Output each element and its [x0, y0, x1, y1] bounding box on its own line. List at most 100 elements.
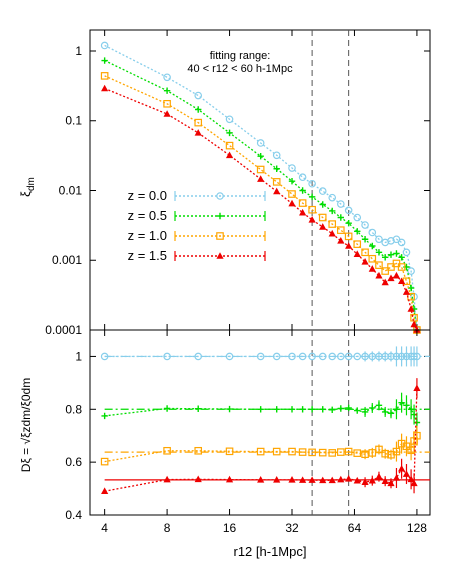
data-point [337, 475, 345, 483]
data-point [288, 352, 296, 361]
data-point [354, 228, 361, 235]
data-point [368, 265, 376, 272]
data-point [101, 84, 109, 92]
data-point [387, 352, 395, 361]
data-point [328, 352, 337, 361]
bot-frame [89, 329, 431, 516]
data-point [361, 236, 369, 243]
data-point [353, 250, 361, 258]
data-point [308, 179, 316, 188]
data-point [308, 476, 316, 483]
data-point [375, 271, 383, 279]
legend-label: z = 1.5 [128, 248, 167, 263]
data-point [101, 412, 108, 420]
series-line [104, 401, 418, 423]
data-point [163, 405, 171, 412]
xtick-label: 16 [223, 521, 237, 535]
data-point [337, 405, 345, 412]
data-point [273, 165, 280, 172]
xtick-label: 128 [407, 521, 427, 535]
data-point [345, 242, 353, 249]
legend-label: z = 0.0 [128, 188, 167, 203]
data-point [381, 267, 389, 275]
data-point [387, 410, 395, 417]
data-point [344, 447, 353, 456]
data-point [257, 476, 265, 483]
data-point [195, 106, 202, 113]
data-point [397, 263, 406, 271]
ytick-label: 0.001 [52, 253, 82, 267]
data-point [328, 449, 337, 457]
data-point [298, 448, 307, 456]
data-point [288, 199, 296, 207]
data-point [345, 404, 352, 412]
data-point [387, 274, 395, 282]
data-point [194, 352, 203, 361]
series-3 [101, 378, 430, 495]
data-point [257, 175, 265, 182]
data-point [194, 91, 203, 100]
data-point [375, 445, 383, 454]
data-point [407, 305, 415, 312]
data-point [368, 228, 377, 237]
data-point [328, 476, 336, 484]
data-point [288, 164, 296, 172]
data-point [345, 219, 352, 227]
data-point [337, 214, 345, 221]
data-point [288, 476, 296, 483]
data-point [375, 249, 383, 256]
data-point [398, 277, 406, 285]
data-point [392, 271, 401, 279]
data-point [101, 487, 109, 495]
data-point [225, 447, 234, 456]
data-point [288, 447, 296, 456]
data-point [361, 450, 369, 459]
data-point [308, 448, 316, 457]
data-point [361, 408, 369, 416]
data-point [392, 352, 401, 361]
data-point [337, 237, 345, 244]
series-line [104, 44, 418, 331]
ytick-label: 0.8 [65, 402, 82, 416]
data-point [226, 405, 233, 413]
data-point [361, 258, 369, 265]
data-point [353, 240, 362, 248]
data-point [226, 129, 233, 137]
ytick-label: 0.1 [65, 114, 82, 128]
data-point [361, 221, 369, 229]
data-point [337, 352, 345, 361]
data-point [369, 404, 376, 412]
top-ylabel: ξdm [18, 177, 37, 197]
legend-label: z = 0.5 [128, 208, 167, 223]
data-point [329, 207, 336, 215]
xtick-label: 8 [164, 521, 171, 535]
series-0 [100, 346, 430, 367]
data-point [407, 475, 415, 483]
data-point [398, 399, 405, 406]
data-point [100, 352, 109, 361]
ytick-label: 0.0001 [45, 323, 82, 337]
data-point [329, 406, 336, 414]
ytick-label: 1 [75, 349, 82, 363]
ytick-label: 0.6 [65, 455, 82, 469]
data-point [194, 129, 202, 136]
data-point [100, 72, 109, 80]
data-point [257, 153, 264, 160]
data-point [344, 352, 353, 361]
data-point [353, 449, 362, 457]
series-0 [100, 41, 421, 334]
data-point [256, 139, 265, 147]
data-point [319, 223, 327, 230]
data-point [225, 151, 234, 159]
data-point [163, 87, 171, 94]
annotation-line2: 40 < r12 < 60 h-1Mpc [187, 63, 293, 75]
bottom-panel: 0.4 0.6 0.8 1 4 8 16 32 64 128 [65, 329, 431, 535]
data-point [398, 464, 406, 472]
ytick-label: 1 [75, 44, 82, 58]
data-point [375, 261, 383, 269]
xtick-label: 32 [285, 521, 299, 535]
data-point [308, 352, 316, 361]
data-point [369, 242, 376, 250]
data-point [100, 457, 109, 466]
data-point [397, 352, 406, 361]
